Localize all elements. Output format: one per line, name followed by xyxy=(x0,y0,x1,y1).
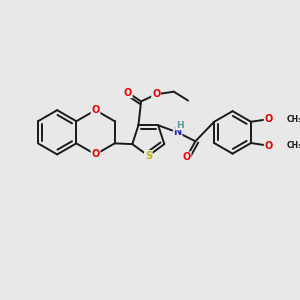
Text: CH₃: CH₃ xyxy=(286,115,300,124)
Text: O: O xyxy=(92,149,100,159)
Text: O: O xyxy=(265,141,273,151)
Text: H: H xyxy=(176,121,183,130)
Text: O: O xyxy=(124,88,132,98)
Text: O: O xyxy=(265,114,273,124)
Text: O: O xyxy=(152,89,160,99)
Text: CH₃: CH₃ xyxy=(286,141,300,150)
Text: O: O xyxy=(182,152,191,162)
Text: S: S xyxy=(145,151,152,161)
Text: O: O xyxy=(92,105,100,115)
Text: N: N xyxy=(174,128,182,137)
